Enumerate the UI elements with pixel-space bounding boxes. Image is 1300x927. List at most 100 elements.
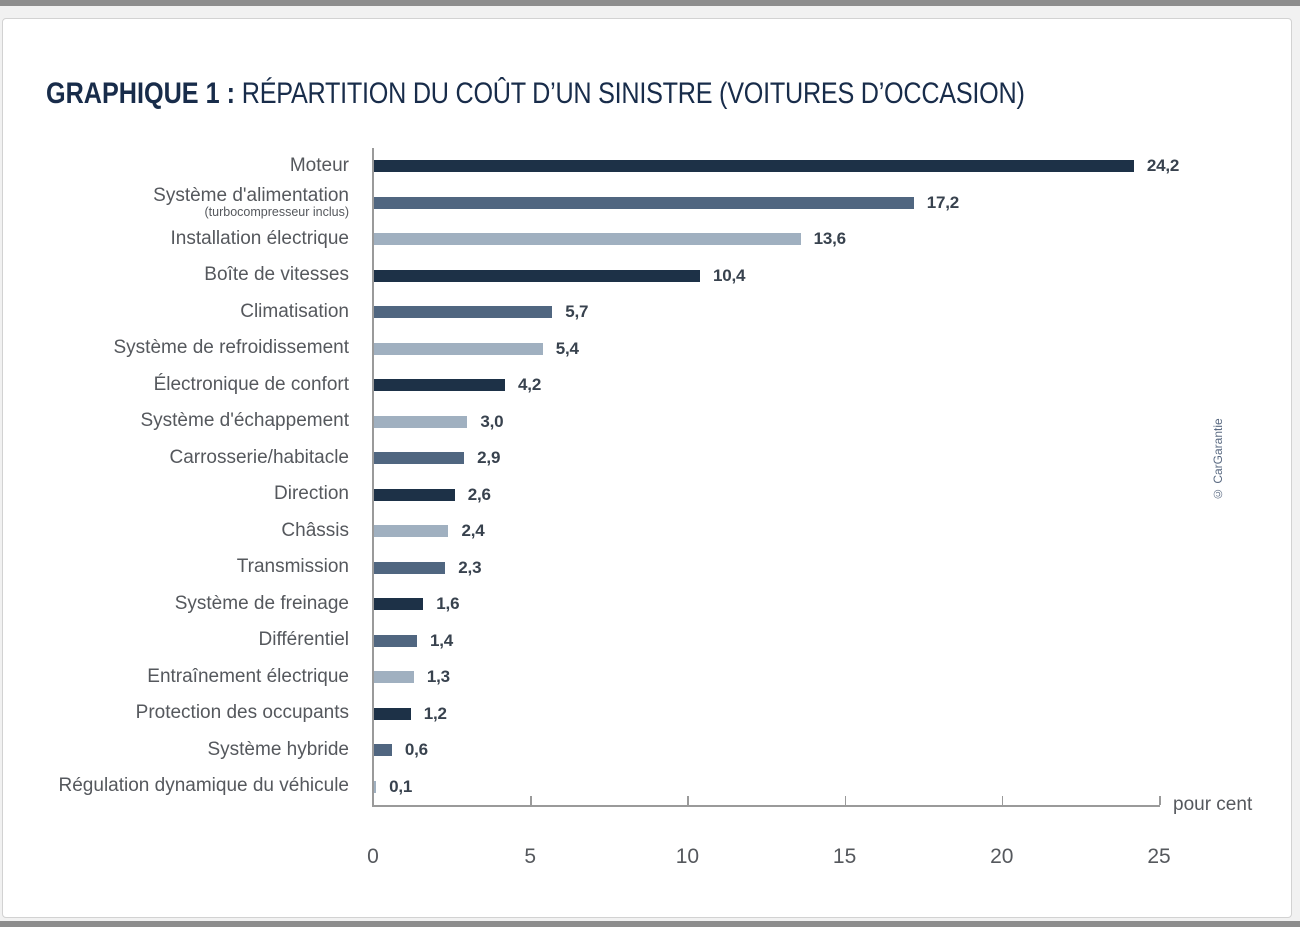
bar-zone: 2,3 (373, 550, 1273, 587)
chart-row: Régulation dynamique du véhicule 0,1 (3, 769, 1293, 806)
bar-zone: 13,6 (373, 221, 1273, 258)
bar (373, 598, 424, 611)
copyright-credit: © CarGarantie (1211, 418, 1225, 501)
bar-value-label: 2,6 (467, 484, 491, 504)
x-axis-tick-label: 0 (367, 845, 379, 868)
bar (373, 233, 801, 246)
bar (373, 707, 411, 720)
bar-value-label: 4,2 (518, 375, 542, 395)
category-label: Boîte de vitesses (3, 265, 349, 286)
bar-value-label: 3,0 (480, 411, 504, 431)
category-label-text: Différentiel (258, 629, 349, 651)
category-label: Protection des occupants (3, 703, 349, 724)
x-axis-tick-label: 20 (990, 845, 1014, 868)
bar-value-label: 2,3 (458, 557, 482, 577)
chart-row: Châssis 2,4 (3, 513, 1293, 550)
bar (373, 196, 914, 209)
chart-row: Direction 2,6 (3, 477, 1293, 514)
category-label-text: Système de refroidissement (113, 337, 350, 359)
bar (373, 744, 392, 757)
x-axis-tick-label: 25 (1147, 845, 1171, 868)
bar-value-label: 1,6 (436, 594, 460, 614)
category-label-text: Direction (274, 483, 349, 505)
category-label: Direction (3, 484, 349, 505)
bar-zone: 1,6 (373, 586, 1273, 623)
bar-value-label: 24,2 (1146, 156, 1180, 176)
chart-row: Système de freinage 1,6 (3, 586, 1293, 623)
bar-zone: 4,2 (373, 367, 1273, 404)
document-page: GRAPHIQUE 1 : RÉPARTITION DU COÛT D’UN S… (2, 18, 1292, 918)
bar (373, 342, 543, 355)
category-label-text: Châssis (281, 519, 349, 541)
x-axis-tick-mark (530, 796, 532, 805)
bar-value-label: 2,9 (477, 448, 501, 468)
bar (373, 415, 468, 428)
chart-row: Protection des occupants 1,2 (3, 696, 1293, 733)
bar-value-label: 13,6 (813, 229, 846, 249)
category-label-text: Protection des occupants (135, 702, 349, 724)
category-label-text: Carrosserie/habitacle (169, 446, 349, 468)
bar (373, 561, 446, 574)
bar-zone: 1,4 (373, 623, 1273, 660)
bar-zone: 5,4 (373, 331, 1273, 368)
bar-zone: 5,7 (373, 294, 1273, 331)
category-label-text: Boîte de vitesses (204, 264, 349, 286)
chart-row: Climatisation 5,7 (3, 294, 1293, 331)
category-label: Transmission (3, 557, 349, 578)
bar (373, 269, 700, 282)
bar-value-label: 10,4 (712, 265, 746, 285)
category-label: Système de refroidissement (3, 337, 350, 359)
bar (373, 160, 1134, 173)
category-label: Climatisation (3, 300, 349, 323)
bar-value-label: 1,3 (426, 667, 450, 687)
chart-title-prefix: GRAPHIQUE 1 : (46, 77, 236, 110)
bar-zone: 1,3 (373, 659, 1273, 696)
chart-row: Transmission 2,3 (3, 550, 1293, 587)
category-label-text: Système de freinage (174, 592, 349, 614)
chart-row: Système de refroidissement 5,4 (3, 331, 1293, 368)
bar (373, 306, 553, 319)
category-label-text: Électronique de confort (153, 373, 349, 395)
bar-zone: 2,6 (373, 477, 1273, 514)
x-axis-tick-label: 15 (832, 845, 857, 868)
category-label-text: Transmission (236, 556, 349, 578)
category-label: Système de freinage (3, 592, 349, 615)
bar-value-label: 1,2 (423, 703, 447, 723)
chart-row: Carrosserie/habitacle 2,9 (3, 440, 1293, 477)
chart-row: Boîte de vitesses 10,4 (3, 258, 1293, 295)
category-sublabel-text: (turbocompresseur inclus) (204, 205, 350, 220)
chart-row: Système d'échappement 3,0 (3, 404, 1293, 441)
bar (373, 452, 465, 465)
category-label-text: Installation électrique (170, 227, 350, 249)
bar (373, 671, 414, 684)
x-axis-tick-label: 5 (524, 845, 537, 868)
category-label-text: Système d'alimentation (153, 184, 349, 206)
bar-value-label: 1,4 (430, 630, 454, 650)
bar (373, 634, 418, 647)
bar-zone: 10,4 (373, 258, 1273, 295)
y-axis-line (372, 148, 374, 806)
category-label-text: Moteur (289, 154, 349, 176)
x-axis-tick-mark (1001, 796, 1004, 805)
chart-title: GRAPHIQUE 1 : RÉPARTITION DU COÛT D’UN S… (46, 77, 1025, 111)
category-label-text: Climatisation (240, 300, 349, 322)
chart-row: Différentiel 1,4 (3, 623, 1293, 660)
bar-zone: 0,1 (373, 769, 1273, 806)
category-label: Installation électrique (3, 227, 350, 250)
bar-zone: 24,2 (373, 148, 1273, 185)
bar (373, 525, 449, 538)
bar (373, 780, 377, 793)
category-label: Régulation dynamique du véhicule (3, 776, 349, 797)
chart-row: Installation électrique 13,6 (3, 221, 1293, 258)
x-axis-tick-mark (844, 796, 847, 805)
bar-value-label: 0,6 (404, 740, 428, 760)
category-label-text: Système hybride (207, 738, 349, 760)
bar-zone: 2,4 (373, 513, 1273, 550)
category-label: Différentiel (3, 630, 349, 651)
x-axis-tick-mark (687, 796, 689, 805)
bar-zone: 1,2 (373, 696, 1273, 733)
bar-value-label: 5,4 (555, 338, 579, 358)
chart-rows: Moteur 24,2 Système d'alimentation (turboco… (3, 148, 1293, 805)
chart-row: Système hybride 0,6 (3, 732, 1293, 769)
